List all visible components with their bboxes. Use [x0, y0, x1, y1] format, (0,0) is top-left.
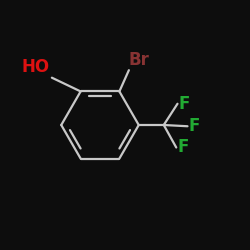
Text: F: F: [179, 95, 190, 113]
Text: HO: HO: [22, 58, 50, 76]
Text: F: F: [189, 117, 200, 135]
Text: Br: Br: [129, 51, 150, 69]
Text: F: F: [178, 138, 189, 156]
